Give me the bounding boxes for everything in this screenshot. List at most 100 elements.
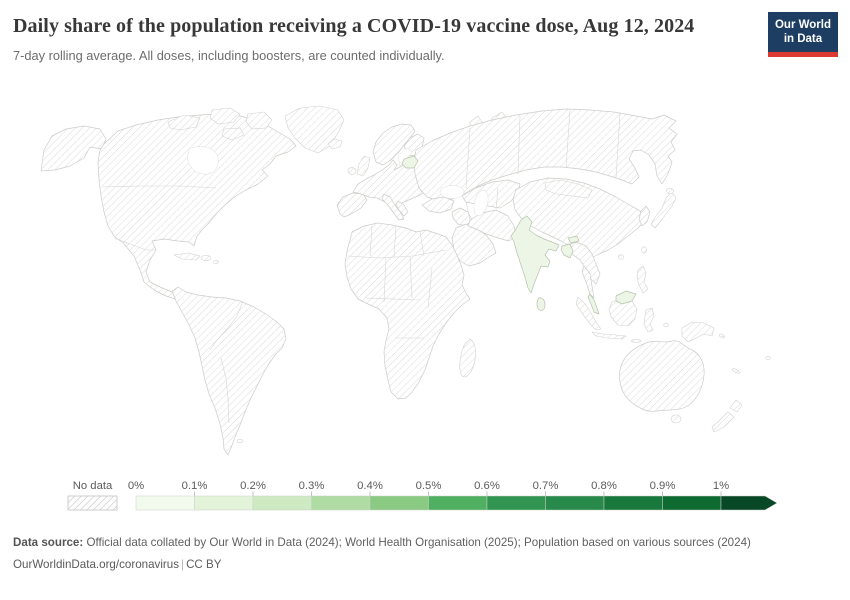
legend-bin-2[interactable] xyxy=(252,495,312,511)
region-anatolia[interactable] xyxy=(421,196,455,214)
svg-text:0.8%: 0.8% xyxy=(591,480,617,492)
country-bhutan[interactable] xyxy=(567,235,580,244)
region-united-kingdom[interactable] xyxy=(356,155,371,177)
region-hainan[interactable] xyxy=(618,254,624,260)
owid-logo-line2: in Data xyxy=(783,32,823,45)
no-data-label: No data xyxy=(73,480,113,492)
region-iberia[interactable] xyxy=(336,192,368,218)
license-label: CC BY xyxy=(186,558,222,571)
region-russia[interactable] xyxy=(413,108,678,202)
region-falklands[interactable] xyxy=(236,438,244,443)
region-philippines[interactable] xyxy=(636,265,649,294)
svg-text:0.3%: 0.3% xyxy=(299,480,325,492)
region-korea[interactable] xyxy=(638,205,651,227)
legend-bin-8[interactable] xyxy=(603,495,663,511)
legend-bin-5[interactable] xyxy=(428,495,488,511)
region-arctic-islands[interactable] xyxy=(167,114,201,131)
svg-text:1%: 1% xyxy=(713,480,729,492)
world-map xyxy=(40,105,771,456)
country-sri-lanka[interactable] xyxy=(536,297,546,311)
region-moluccas[interactable] xyxy=(663,322,669,328)
chart-title: Daily share of the population receiving … xyxy=(13,15,695,37)
region-indochina[interactable] xyxy=(565,241,601,285)
region-fiji[interactable] xyxy=(765,356,771,360)
region-arctic-islands[interactable] xyxy=(245,111,273,130)
map-legend: No data 0% 0.1% 0.2% 0.3% 0.4% 0.5% 0.6%… xyxy=(67,480,778,511)
chart-subtitle: 7-day rolling average. All doses, includ… xyxy=(13,48,445,63)
region-lesser-sunda[interactable] xyxy=(631,339,641,343)
region-scandinavia[interactable] xyxy=(372,123,416,166)
footer-links: OurWorldinData.org/coronavirus | CC BY xyxy=(13,557,805,573)
svg-text:0.1%: 0.1% xyxy=(182,480,208,492)
country-malaysia-peninsula[interactable] xyxy=(587,293,600,315)
region-australia[interactable] xyxy=(619,340,705,412)
data-source-line: Data source: Official data collated by O… xyxy=(13,535,805,551)
sea-overlays xyxy=(187,146,489,216)
region-arctic-islands[interactable] xyxy=(221,127,245,141)
owid-logo-line1: Our World xyxy=(774,19,831,31)
region-new-zealand-south[interactable] xyxy=(711,411,735,433)
data-source-label: Data source: xyxy=(13,536,84,549)
region-hokkaido[interactable] xyxy=(666,187,674,195)
region-north-america[interactable] xyxy=(97,113,297,309)
region-iceland[interactable] xyxy=(327,138,343,150)
region-madagascar[interactable] xyxy=(459,338,476,378)
legend-color-bar xyxy=(135,495,778,511)
chart-header: Daily share of the population receiving … xyxy=(13,12,758,63)
legend-bin-9[interactable] xyxy=(662,495,722,511)
region-taiwan[interactable] xyxy=(641,246,647,254)
country-bangladesh[interactable] xyxy=(560,243,574,259)
footer-separator: | xyxy=(181,558,185,571)
region-south-america[interactable] xyxy=(171,286,287,456)
region-africa[interactable] xyxy=(344,222,471,400)
caspian-sea xyxy=(473,190,489,216)
country-india[interactable] xyxy=(510,215,560,294)
region-tasmania[interactable] xyxy=(670,414,682,424)
svg-text:0.9%: 0.9% xyxy=(650,480,676,492)
svg-text:0.7%: 0.7% xyxy=(533,480,559,492)
svg-text:0.6%: 0.6% xyxy=(474,480,500,492)
region-new-zealand-north[interactable] xyxy=(729,399,743,413)
highlighted-countries xyxy=(401,155,637,315)
legend-arrow-above-max[interactable] xyxy=(720,495,778,511)
legend-ticks: 0% 0.1% 0.2% 0.3% 0.4% 0.5% 0.6% 0.7% 0.… xyxy=(128,480,729,492)
baltic-sea xyxy=(397,147,413,167)
region-alaska[interactable] xyxy=(40,125,107,172)
region-new-caledonia[interactable] xyxy=(732,368,740,375)
hudson-bay xyxy=(187,146,219,175)
legend-bin-3[interactable] xyxy=(311,495,371,511)
region-arctic-islands[interactable] xyxy=(209,107,241,125)
black-sea xyxy=(439,185,465,199)
region-cuba[interactable] xyxy=(173,252,201,261)
region-ireland[interactable] xyxy=(347,167,357,175)
region-thai-peninsula[interactable] xyxy=(581,265,595,299)
svg-text:0.2%: 0.2% xyxy=(240,480,266,492)
legend-bin-6[interactable] xyxy=(486,495,546,511)
region-new-guinea[interactable] xyxy=(681,321,715,343)
legend-tick-marks xyxy=(194,491,722,496)
region-japan[interactable] xyxy=(650,191,677,229)
no-data-swatch[interactable] xyxy=(67,495,118,511)
owid-coronavirus-link[interactable]: OurWorldinData.org/coronavirus xyxy=(13,558,180,571)
country-borders xyxy=(102,109,621,424)
region-sumatra[interactable] xyxy=(575,296,602,331)
no-data-regions xyxy=(40,105,771,456)
legend-bin-1[interactable] xyxy=(194,495,254,511)
region-caribbean-island[interactable] xyxy=(213,260,219,264)
legend-bin-4[interactable] xyxy=(369,495,429,511)
region-sulawesi[interactable] xyxy=(643,307,655,333)
region-hispaniola[interactable] xyxy=(200,255,212,261)
region-east-asia[interactable] xyxy=(512,177,646,261)
region-solomons[interactable] xyxy=(718,333,726,339)
region-balkans[interactable] xyxy=(395,200,409,217)
region-java[interactable] xyxy=(591,331,627,340)
region-italy[interactable] xyxy=(381,193,405,221)
country-baltics[interactable] xyxy=(401,155,419,169)
owid-logo[interactable]: Our World in Data xyxy=(767,12,838,57)
chart-footer: Data source: Official data collated by O… xyxy=(13,535,805,573)
country-malaysia-borneo[interactable] xyxy=(615,290,637,305)
legend-bin-7[interactable] xyxy=(545,495,605,511)
data-source-text: Official data collated by Our World in D… xyxy=(83,536,751,549)
legend-bin-0[interactable] xyxy=(135,495,195,511)
